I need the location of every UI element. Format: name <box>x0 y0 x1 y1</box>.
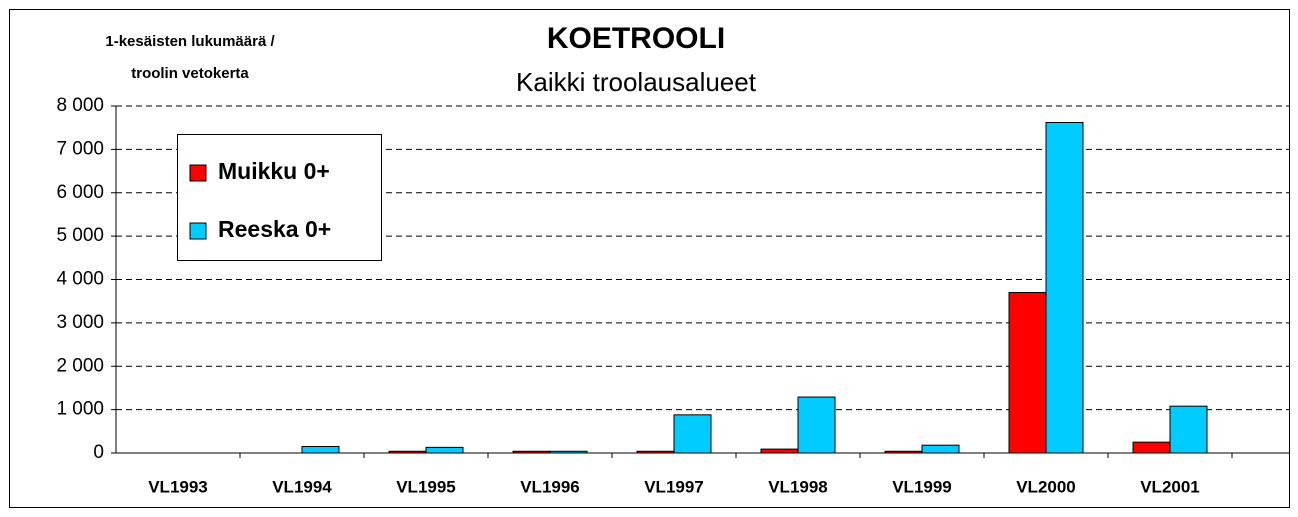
y-tick-label: 1 000 <box>56 399 104 420</box>
bar <box>673 414 712 454</box>
x-tick-label: VL1993 <box>148 477 208 496</box>
x-tick-label: VL1997 <box>644 477 704 496</box>
legend-label: Muikku 0+ <box>218 158 330 184</box>
bar <box>921 444 960 454</box>
bar <box>301 445 340 454</box>
y-tick-label: 5 000 <box>56 225 104 246</box>
y-axis-label: troolin vetokerta <box>131 65 249 82</box>
x-tick-label: VL1995 <box>396 477 456 496</box>
bar <box>1045 121 1084 454</box>
bar <box>425 446 464 454</box>
y-tick-label: 6 000 <box>56 182 104 203</box>
y-tick-label: 8 000 <box>56 95 104 116</box>
y-tick-label: 3 000 <box>56 312 104 333</box>
bar <box>1008 292 1047 454</box>
x-tick-label: VL1996 <box>520 477 580 496</box>
y-tick-label: 7 000 <box>56 138 104 159</box>
y-tick-label: 0 <box>93 442 104 463</box>
x-tick-label: VL1994 <box>272 477 332 496</box>
x-tick-label: VL2001 <box>1140 477 1200 496</box>
bar <box>1169 405 1208 454</box>
bar <box>797 396 836 454</box>
legend-box <box>177 134 382 261</box>
y-tick-label: 4 000 <box>56 269 104 290</box>
bar <box>760 448 799 454</box>
chart-title: KOETROOLI <box>547 22 725 55</box>
legend-swatch <box>189 164 207 182</box>
legend-label: Reeska 0+ <box>218 216 331 242</box>
y-axis-label: 1-kesäisten lukumäärä / <box>105 33 275 50</box>
x-tick-label: VL1999 <box>892 477 952 496</box>
x-tick-label: VL2000 <box>1016 477 1076 496</box>
legend-swatch <box>189 222 207 240</box>
y-tick-label: 2 000 <box>56 355 104 376</box>
bar <box>1132 441 1171 454</box>
x-tick-label: VL1998 <box>768 477 828 496</box>
chart-subtitle: Kaikki troolausalueet <box>516 67 757 97</box>
